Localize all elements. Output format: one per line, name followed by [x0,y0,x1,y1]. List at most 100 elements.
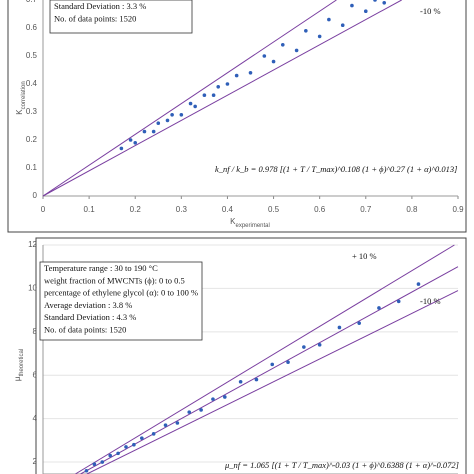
x-tick-label: 0.2 [130,205,142,214]
data-point [128,138,133,142]
y-tick-label: 10 [28,284,37,293]
data-point [337,325,342,330]
x-tick-label: 0.6 [314,205,326,214]
data-point [262,54,267,58]
data-point [340,23,345,28]
data-point [223,395,227,399]
band-label: -10 % [420,296,441,306]
data-point [225,82,230,86]
y-tick-label: 2 [33,457,38,466]
data-point [350,3,354,8]
data-point [248,71,253,75]
info-line: weight fraction of MWCNTs (ϕ): 0 to 0.5 [44,275,185,285]
data-point [124,445,128,449]
y-tick-label: 0.3 [26,107,38,116]
data-point [286,360,290,365]
data-point [270,362,275,367]
info-box [39,261,203,341]
y-tick-label: 0.1 [26,163,38,172]
data-point [416,282,421,286]
data-point [294,48,299,53]
y-tick-label: 0.5 [26,51,38,60]
data-point [211,397,215,401]
x-tick-label: 0.5 [268,205,280,214]
data-point [100,460,105,464]
data-point [382,1,387,5]
y-tick-label: 0.7 [26,0,38,4]
formula: μ_nf = 1.065 [(1 + T / T_max)^-0.03 (1 +… [224,460,459,470]
data-point [271,59,276,64]
data-point [116,451,120,456]
xlabel-base: K [230,217,236,226]
info-box [49,0,193,34]
y-tick-label: 12 [28,240,37,249]
ylabel-base: K [15,109,24,115]
data-point [92,462,97,467]
x-tick-label: 0.8 [406,205,418,214]
data-point [133,141,138,145]
data-point [188,101,193,106]
data-point [216,85,221,89]
y-tick-label: 4 [33,414,38,423]
data-point [132,442,136,447]
x-tick-label: 0.3 [176,205,188,214]
panel-frame [7,0,467,233]
data-point [373,0,377,2]
x-tick-label: 0 [41,205,46,214]
data-point [140,436,144,440]
data-point [199,408,203,412]
band-line [42,0,402,197]
band-line [42,0,337,197]
data-point [317,343,322,347]
data-point [357,321,361,325]
data-point [396,299,401,304]
info-line: Standard Deviation : 3.3 % [54,1,146,11]
x-tick-label: 0.1 [84,205,96,214]
band-line [75,244,455,474]
band-label: -10 % [420,6,441,16]
data-point [238,379,243,384]
y-tick-label: 0.6 [26,23,38,32]
ylabel-label: μtheoretical [13,349,24,381]
data-point [193,104,197,109]
ylabel-base: μ [13,376,22,381]
data-point [84,468,89,473]
xlabel-label: Kexperimental [230,217,270,228]
data-point [170,113,174,117]
formula: k_nf / k_b = 0.978 [(1 + T / T_max)^0.10… [215,164,457,174]
info-line: Average deviation : 3.8 % [44,300,132,310]
data-point [119,146,124,151]
data-point [317,34,322,39]
ylabel-sub: correlation [21,81,27,109]
info-line: percentage of ethylene glycol (α): 0 to … [44,288,198,298]
data-point [187,410,192,414]
y-tick-label: 0.4 [26,79,38,88]
data-point [108,453,112,458]
data-point [254,377,259,382]
info-line: Standard Deviation : 4.3 % [44,312,136,322]
data-point [175,421,180,425]
data-point [142,129,147,134]
x-tick-label: 0.7 [360,205,372,214]
y-tick-label: 0.2 [26,135,38,144]
data-point [302,345,306,349]
info-line: No. of data points: 1520 [54,13,136,23]
data-point [163,423,168,427]
y-tick-label: 0 [33,191,38,200]
data-point [211,93,216,97]
xlabel-sub: experimental [235,223,269,229]
data-point [151,129,156,134]
y-tick-label: 8 [33,327,38,336]
x-tick-label: 0.4 [222,205,234,214]
data-point [156,121,161,125]
band-line [86,290,459,474]
data-point [304,29,308,33]
x-tick-label: 0.9 [452,205,464,214]
band-line [80,266,459,474]
info-line: No. of data points: 1520 [44,324,126,334]
band-label: + 10 % [352,251,377,261]
ylabel-label: Kcorrelation [15,81,26,114]
data-point [363,9,368,13]
data-point [280,43,285,47]
